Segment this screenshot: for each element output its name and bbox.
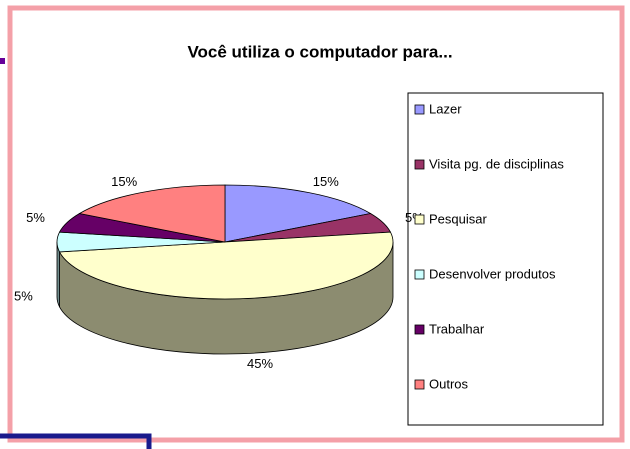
slice: [224, 184, 372, 243]
legend-swatch: [414, 104, 425, 115]
chart-title: Você utiliza o computador para...: [187, 42, 452, 61]
slice: [58, 231, 394, 300]
legend-label: Desenvolver produtos: [429, 266, 556, 281]
legend-label: Trabalhar: [429, 321, 485, 336]
legend-label: Lazer: [429, 101, 462, 116]
data-label: 5%: [26, 210, 45, 225]
data-label: 5%: [14, 288, 33, 303]
slice: [78, 184, 226, 243]
legend-swatch: [414, 214, 425, 225]
corner-mark: [0, 58, 5, 64]
legend-swatch: [414, 379, 425, 390]
legend-swatch: [414, 159, 425, 170]
legend-label: Visita pg. de disciplinas: [429, 156, 564, 171]
legend-label: Pesquisar: [429, 211, 487, 226]
corner-line: [0, 433, 152, 449]
legend-label: Outros: [429, 376, 469, 391]
data-label: 15%: [111, 174, 137, 189]
data-label: 45%: [247, 356, 273, 371]
data-label: 15%: [313, 174, 339, 189]
legend-swatch: [414, 324, 425, 335]
legend-swatch: [414, 269, 425, 280]
legend-box: [407, 92, 604, 426]
